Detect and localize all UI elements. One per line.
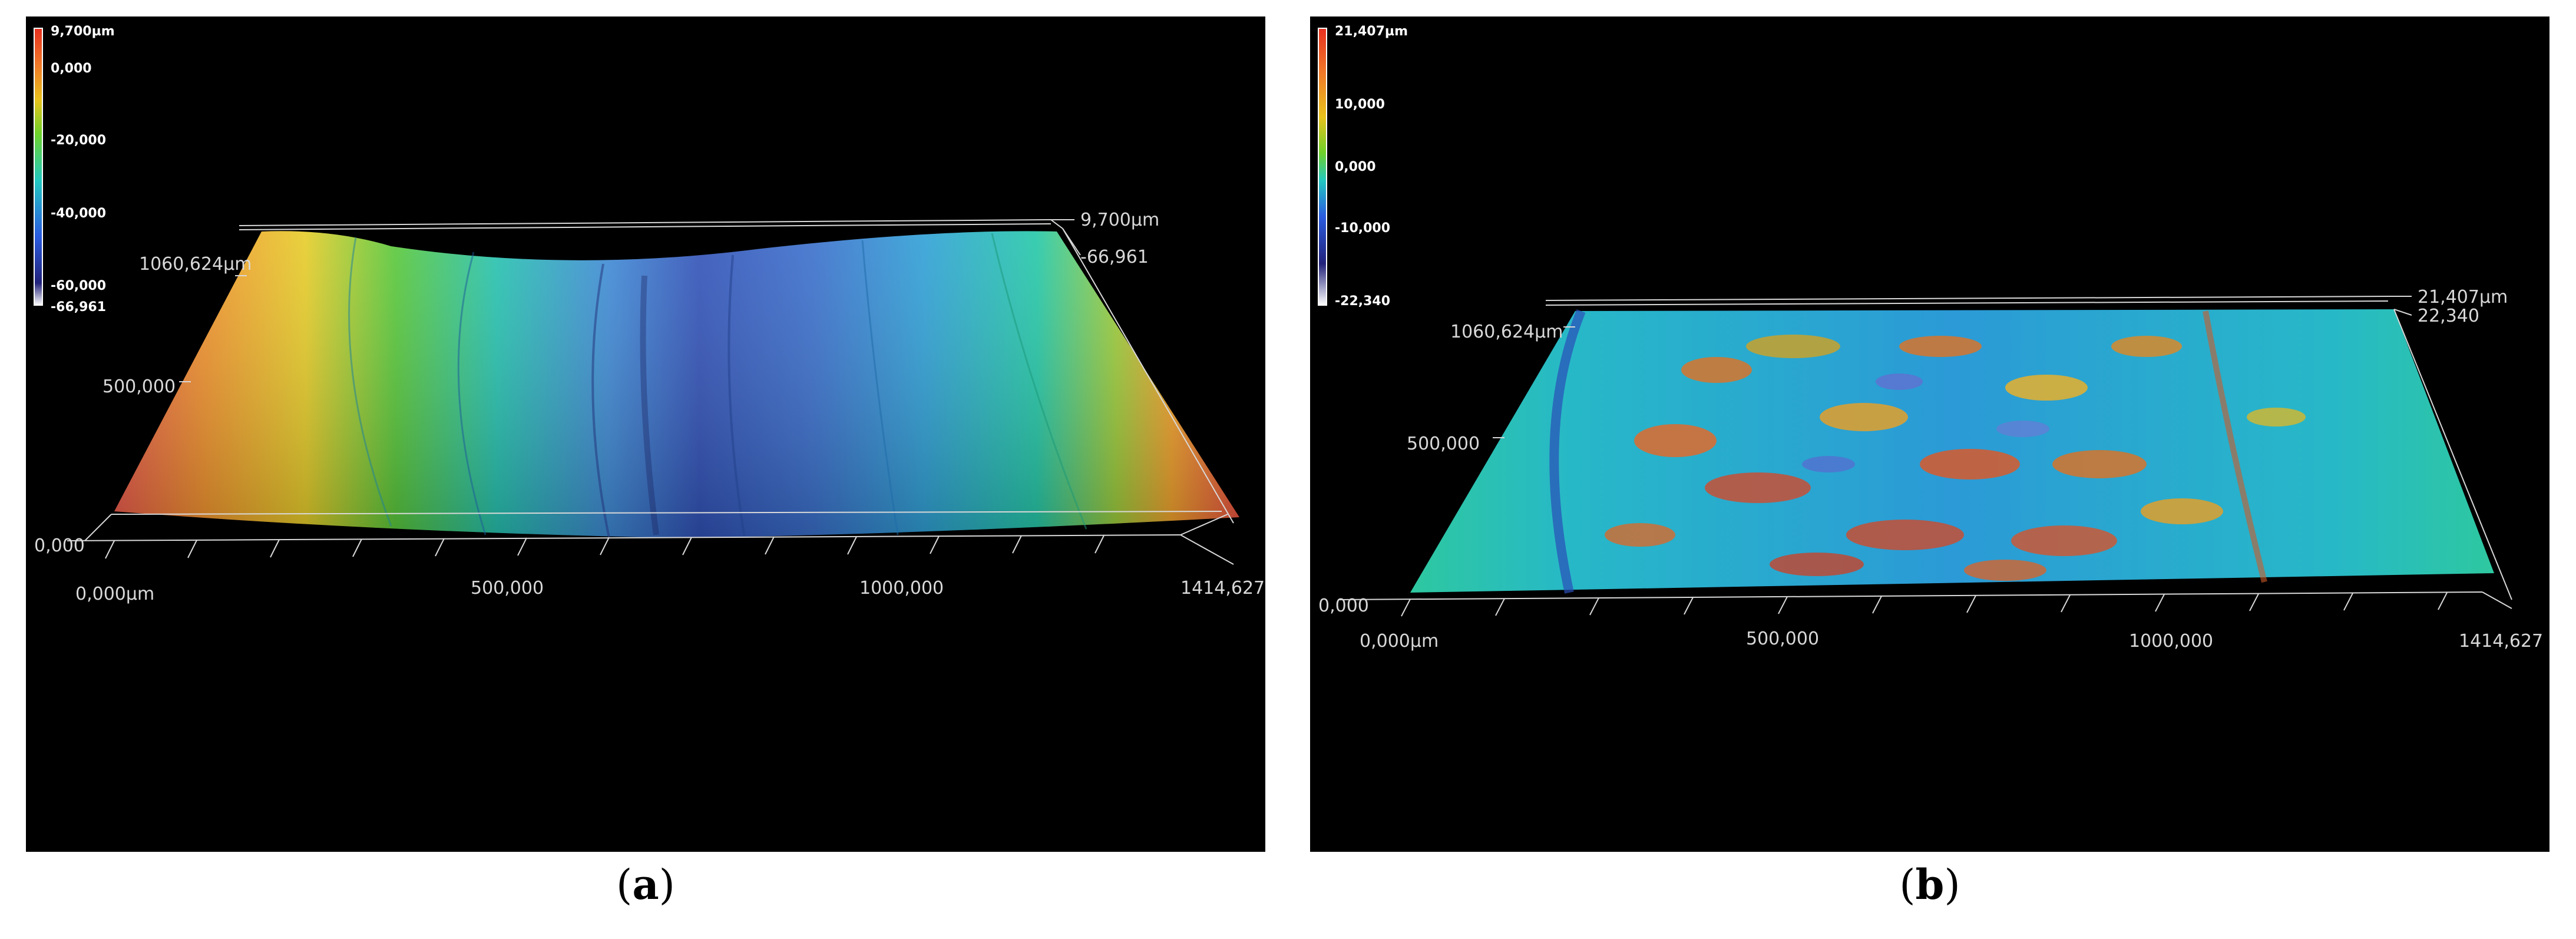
x-axis-b-tick-500: 500,000 [1746,629,1819,649]
x-axis-a-tick-0: 0,000µm [75,584,154,604]
y-axis-a-tick-500: 500,000 [102,376,176,397]
x-axis-a [67,534,1181,541]
y-axis-b-tick-max: 1060,624µm [1450,322,1563,342]
z-frame-top-a [239,219,1051,226]
z-frame-top-b [1545,296,2389,301]
colorbar-b-tick-neg10: -10,000 [1335,221,1390,236]
colorbar-a-tick-20: -20,000 [51,133,106,148]
z-axis-a-tick-min: -66,961 [1080,247,1149,267]
x-axis-a-tick-500: 500,000 [471,578,544,599]
z-frame-top2-a [239,223,1051,230]
x-axis-b-tick-1000: 1000,000 [2129,631,2213,652]
x-axis-a-tick-max: 1414,627 [1180,578,1265,599]
colorbar-b-tick-0: 0,000 [1335,160,1376,174]
surface-plot-a: 9,700µm 0,000 -20,000 -40,000 -60,000 -6… [26,16,1265,852]
colorbar-b-tick-min: -22,340 [1335,294,1390,309]
y-axis-b-tick-0: 0,000 [1318,596,1369,616]
caption-a-letter: a [632,860,659,909]
x-axis-b [1339,591,2483,600]
wear-islands-b [1605,335,2306,581]
z-axis-b-tick-min: 22,340 [2418,306,2479,326]
y-axis-b-tick-500: 500,000 [1407,434,1480,454]
surface-plot-b: 21,407µm 10,000 0,000 -10,000 -22,340 [1310,16,2549,852]
colorbar-a-tick-0: 0,000 [51,61,92,76]
colorbar-a-tick-40: -40,000 [51,206,106,221]
z-axis-b-tick-max: 21,407µm [2418,287,2508,308]
surface-plot-a-svg: 9,700µm 0,000 -20,000 -40,000 -60,000 -6… [34,24,1265,604]
colorbar-a-tick-min: -66,961 [51,300,106,315]
x-axis-b-tick-max: 1414,627 [2459,631,2543,652]
caption-b: (b) [1899,860,1960,909]
colorbar-b-tick-10: 10,000 [1335,97,1385,112]
surface-plot-b-svg: 21,407µm 10,000 0,000 -10,000 -22,340 [1318,24,2543,652]
z-axis-a-tick-max: 9,700µm [1080,210,1159,230]
caption-b-letter: b [1915,860,1945,909]
colorbar-b [1318,28,1327,306]
surface-b [1410,309,2494,594]
x-axis-a-tick-1000: 1000,000 [859,578,944,599]
y-axis-a-tick-max: 1060,624µm [139,254,252,275]
colorbar-a-tick-60: -60,000 [51,279,106,293]
surface-a [114,231,1239,538]
colorbar-a [34,28,43,306]
x-axis-b-tick-0: 0,000µm [1360,631,1439,652]
colorbar-a-tick-max: 9,700µm [51,24,115,39]
y-axis-a-tick-0: 0,000 [34,535,85,556]
colorbar-b-tick-max: 21,407µm [1335,24,1408,39]
caption-a: (a) [616,860,675,909]
